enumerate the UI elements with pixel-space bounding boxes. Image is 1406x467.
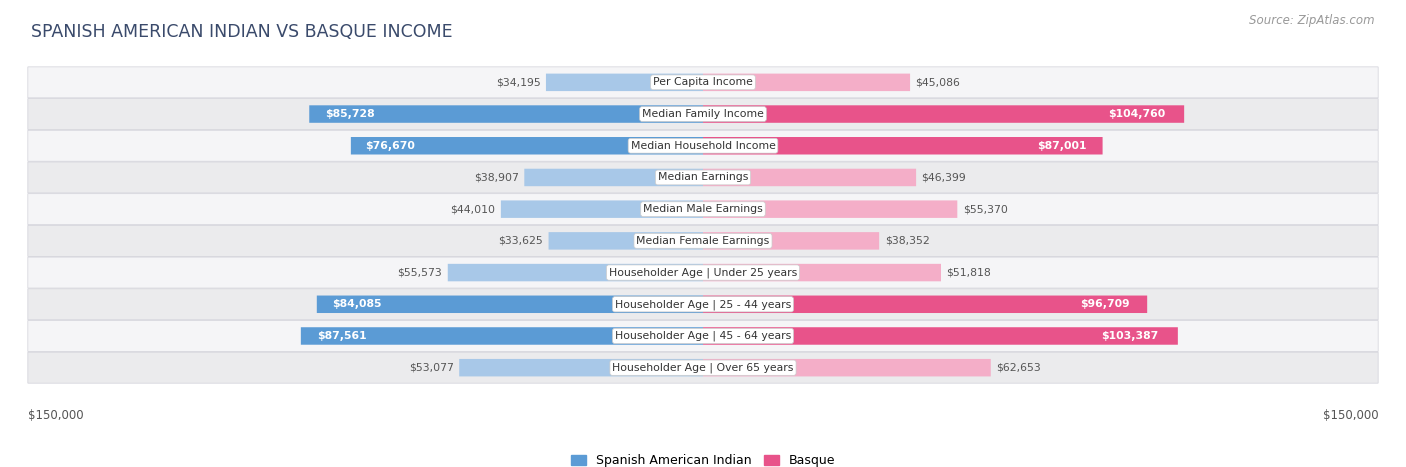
Text: Householder Age | Under 25 years: Householder Age | Under 25 years (609, 267, 797, 278)
FancyBboxPatch shape (501, 200, 703, 218)
FancyBboxPatch shape (703, 296, 1147, 313)
Text: $150,000: $150,000 (28, 409, 83, 422)
FancyBboxPatch shape (703, 74, 910, 91)
Text: $53,077: $53,077 (409, 363, 454, 373)
Text: $33,625: $33,625 (498, 236, 543, 246)
Text: SPANISH AMERICAN INDIAN VS BASQUE INCOME: SPANISH AMERICAN INDIAN VS BASQUE INCOME (31, 23, 453, 42)
Text: $96,709: $96,709 (1080, 299, 1129, 309)
FancyBboxPatch shape (309, 106, 703, 123)
Text: $150,000: $150,000 (1323, 409, 1378, 422)
Text: $84,085: $84,085 (332, 299, 382, 309)
Text: $51,818: $51,818 (946, 268, 991, 277)
FancyBboxPatch shape (524, 169, 703, 186)
Text: $38,352: $38,352 (884, 236, 929, 246)
FancyBboxPatch shape (28, 194, 1378, 225)
FancyBboxPatch shape (28, 99, 1378, 129)
FancyBboxPatch shape (703, 137, 1102, 155)
FancyBboxPatch shape (28, 67, 1378, 98)
FancyBboxPatch shape (28, 352, 1378, 383)
FancyBboxPatch shape (703, 200, 957, 218)
FancyBboxPatch shape (316, 296, 703, 313)
Text: Householder Age | 25 - 44 years: Householder Age | 25 - 44 years (614, 299, 792, 310)
FancyBboxPatch shape (352, 137, 703, 155)
Text: $44,010: $44,010 (450, 204, 495, 214)
Text: Householder Age | 45 - 64 years: Householder Age | 45 - 64 years (614, 331, 792, 341)
Text: $87,001: $87,001 (1038, 141, 1087, 151)
Text: $85,728: $85,728 (325, 109, 374, 119)
FancyBboxPatch shape (28, 226, 1378, 256)
Text: Median Female Earnings: Median Female Earnings (637, 236, 769, 246)
FancyBboxPatch shape (28, 320, 1378, 352)
Text: Median Family Income: Median Family Income (643, 109, 763, 119)
Text: Source: ZipAtlas.com: Source: ZipAtlas.com (1250, 14, 1375, 27)
FancyBboxPatch shape (460, 359, 703, 376)
Text: $38,907: $38,907 (474, 172, 519, 183)
FancyBboxPatch shape (301, 327, 703, 345)
Text: $55,370: $55,370 (963, 204, 1008, 214)
FancyBboxPatch shape (28, 257, 1378, 288)
Text: $62,653: $62,653 (997, 363, 1040, 373)
Text: $103,387: $103,387 (1102, 331, 1159, 341)
Text: Median Household Income: Median Household Income (630, 141, 776, 151)
FancyBboxPatch shape (546, 74, 703, 91)
FancyBboxPatch shape (28, 162, 1378, 193)
FancyBboxPatch shape (447, 264, 703, 281)
FancyBboxPatch shape (548, 232, 703, 249)
Text: Median Earnings: Median Earnings (658, 172, 748, 183)
Text: $104,760: $104,760 (1108, 109, 1166, 119)
FancyBboxPatch shape (703, 327, 1178, 345)
Text: $55,573: $55,573 (398, 268, 443, 277)
Text: Per Capita Income: Per Capita Income (652, 78, 754, 87)
Text: $34,195: $34,195 (496, 78, 540, 87)
Text: $46,399: $46,399 (921, 172, 966, 183)
FancyBboxPatch shape (703, 169, 917, 186)
Text: Median Male Earnings: Median Male Earnings (643, 204, 763, 214)
FancyBboxPatch shape (703, 232, 879, 249)
Legend: Spanish American Indian, Basque: Spanish American Indian, Basque (565, 449, 841, 467)
FancyBboxPatch shape (28, 289, 1378, 320)
FancyBboxPatch shape (703, 106, 1184, 123)
FancyBboxPatch shape (28, 130, 1378, 161)
FancyBboxPatch shape (703, 359, 991, 376)
FancyBboxPatch shape (703, 264, 941, 281)
Text: $76,670: $76,670 (366, 141, 415, 151)
Text: $87,561: $87,561 (316, 331, 367, 341)
Text: $45,086: $45,086 (915, 78, 960, 87)
Text: Householder Age | Over 65 years: Householder Age | Over 65 years (612, 362, 794, 373)
